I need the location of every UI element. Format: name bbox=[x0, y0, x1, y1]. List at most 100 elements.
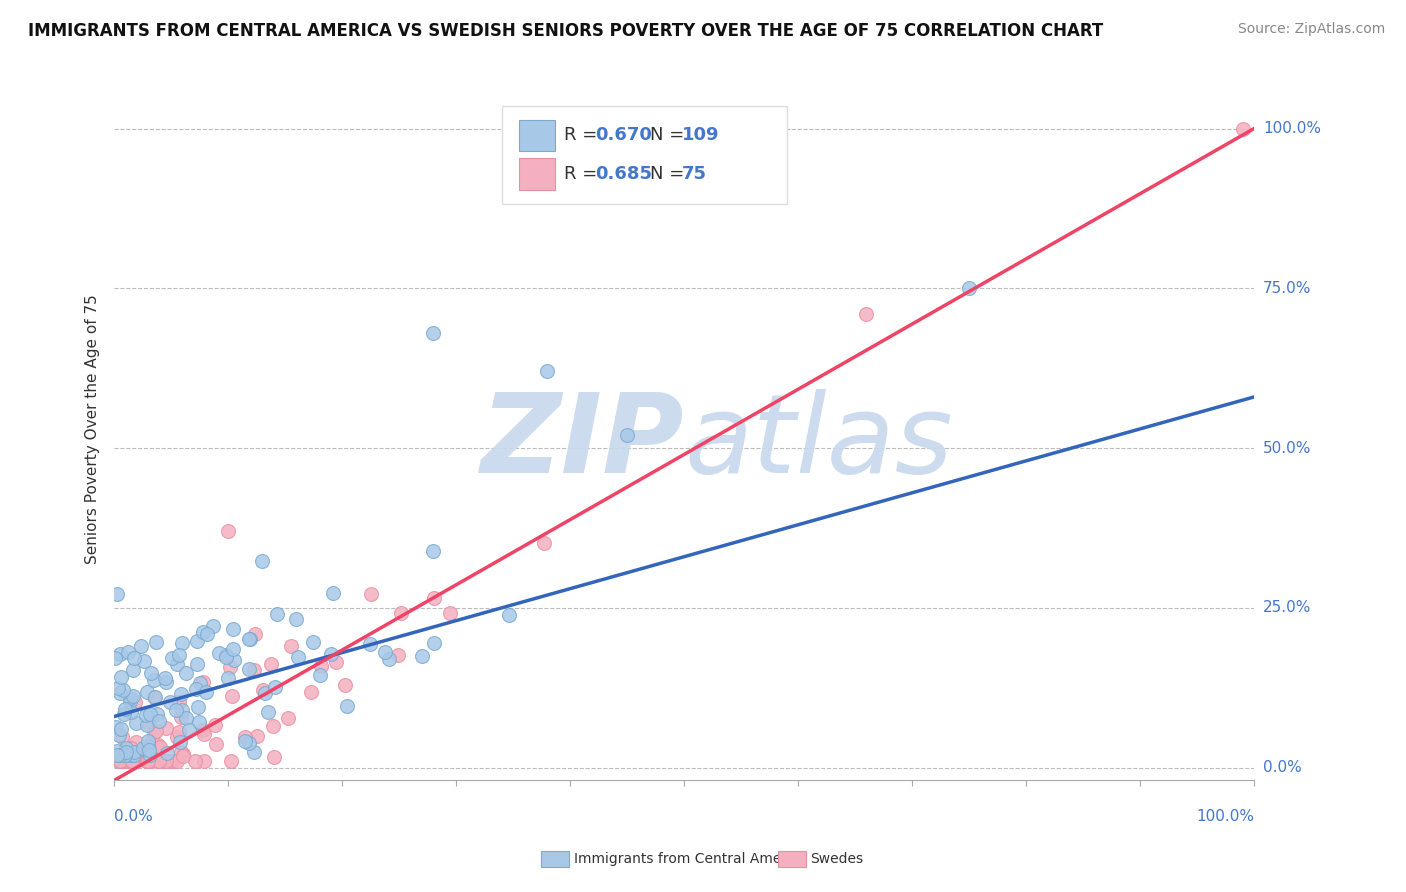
Point bbox=[360, 587, 382, 601]
Point bbox=[132, 741, 155, 756]
Point bbox=[422, 636, 444, 650]
Point bbox=[145, 723, 167, 738]
Text: IMMIGRANTS FROM CENTRAL AMERICA VS SWEDISH SENIORS POVERTY OVER THE AGE OF 75 CO: IMMIGRANTS FROM CENTRAL AMERICA VS SWEDI… bbox=[28, 22, 1104, 40]
Point bbox=[117, 747, 139, 762]
Point bbox=[184, 681, 207, 696]
Point bbox=[309, 658, 332, 673]
Point bbox=[125, 716, 148, 731]
Point bbox=[105, 586, 128, 600]
Point bbox=[124, 695, 146, 709]
FancyBboxPatch shape bbox=[502, 105, 787, 204]
Point bbox=[616, 428, 638, 442]
Point bbox=[336, 698, 359, 713]
Point bbox=[250, 554, 273, 568]
Point bbox=[115, 754, 138, 768]
Point bbox=[143, 690, 166, 705]
Point bbox=[143, 673, 166, 688]
Text: 75: 75 bbox=[682, 165, 707, 183]
Point bbox=[124, 650, 146, 665]
Point bbox=[136, 718, 159, 732]
Point bbox=[191, 723, 214, 737]
Point bbox=[122, 754, 145, 768]
Point bbox=[233, 734, 256, 748]
Point bbox=[146, 706, 169, 721]
Point bbox=[107, 754, 129, 768]
Point bbox=[139, 747, 162, 762]
Point bbox=[138, 743, 160, 757]
Point bbox=[107, 681, 129, 695]
Point bbox=[110, 754, 132, 768]
Point bbox=[277, 711, 299, 725]
Point bbox=[287, 650, 309, 665]
Point bbox=[183, 754, 205, 768]
Point bbox=[155, 674, 177, 689]
Point bbox=[159, 754, 181, 768]
Point bbox=[146, 754, 169, 768]
Point bbox=[172, 747, 194, 761]
Point bbox=[121, 689, 143, 703]
Point bbox=[172, 748, 194, 763]
Point bbox=[118, 693, 141, 707]
Point bbox=[195, 627, 218, 641]
Point bbox=[238, 632, 260, 647]
Point bbox=[252, 683, 274, 698]
Text: 0.0%: 0.0% bbox=[114, 809, 153, 824]
Point bbox=[243, 745, 266, 759]
Point bbox=[143, 690, 166, 705]
Point bbox=[957, 281, 980, 295]
Point bbox=[148, 754, 170, 768]
Text: 100.0%: 100.0% bbox=[1197, 809, 1254, 824]
Point bbox=[141, 734, 163, 748]
Point bbox=[111, 683, 134, 698]
Point bbox=[108, 754, 131, 768]
Point bbox=[242, 663, 264, 677]
Point bbox=[167, 648, 190, 662]
Point bbox=[193, 754, 215, 768]
Point bbox=[121, 754, 143, 768]
Point bbox=[162, 754, 184, 768]
Point bbox=[136, 747, 159, 762]
Point bbox=[264, 681, 287, 695]
Point bbox=[215, 648, 238, 662]
Point bbox=[139, 706, 162, 721]
Point bbox=[120, 754, 142, 768]
Text: atlas: atlas bbox=[685, 390, 953, 497]
Y-axis label: Seniors Poverty Over the Age of 75: Seniors Poverty Over the Age of 75 bbox=[86, 294, 100, 564]
Point bbox=[148, 714, 170, 729]
FancyBboxPatch shape bbox=[519, 158, 555, 190]
Point bbox=[165, 703, 187, 717]
Point bbox=[135, 708, 157, 723]
Point bbox=[179, 723, 201, 737]
Point bbox=[389, 607, 412, 621]
Point bbox=[169, 735, 191, 749]
Point bbox=[246, 729, 269, 743]
Point bbox=[118, 691, 141, 706]
Point bbox=[186, 634, 208, 648]
Point bbox=[131, 639, 153, 653]
Point bbox=[301, 685, 323, 699]
Point bbox=[118, 754, 141, 768]
Point bbox=[536, 364, 558, 378]
Point bbox=[114, 754, 136, 768]
Point bbox=[217, 524, 239, 538]
Text: 50.0%: 50.0% bbox=[1263, 441, 1312, 456]
Point bbox=[136, 733, 159, 747]
Point bbox=[162, 651, 184, 665]
Point bbox=[193, 675, 215, 690]
Point bbox=[136, 754, 159, 768]
Point bbox=[176, 711, 198, 725]
Point bbox=[166, 754, 188, 768]
Point bbox=[107, 728, 129, 742]
Point bbox=[110, 686, 132, 700]
Point bbox=[166, 657, 188, 672]
Point bbox=[145, 635, 167, 649]
Point bbox=[266, 607, 288, 621]
Point bbox=[139, 666, 162, 681]
Point bbox=[302, 634, 325, 648]
Point bbox=[224, 653, 246, 667]
Point bbox=[170, 710, 193, 724]
Point bbox=[170, 745, 193, 759]
Point bbox=[146, 739, 169, 753]
Point bbox=[142, 725, 165, 739]
Point bbox=[120, 705, 142, 719]
